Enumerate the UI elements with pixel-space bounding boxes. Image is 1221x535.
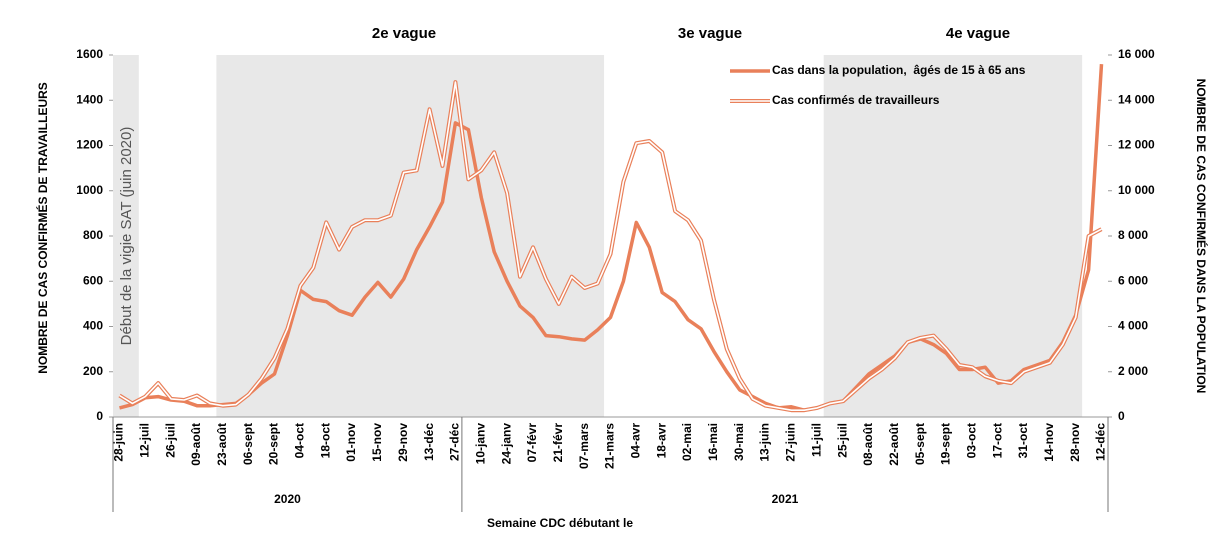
y-tick-label: 600 (83, 273, 103, 287)
y-tick-label: 200 (83, 364, 103, 378)
x-tick-label: 02-mai (680, 423, 694, 461)
x-tick-label: 14-nov (1042, 423, 1056, 462)
x-tick-label: 01-nov (344, 423, 358, 462)
y2-tick-label: 8 000 (1118, 228, 1148, 242)
x-tick-label: 04-avr (629, 423, 643, 459)
x-tick-label: 13-déc (422, 423, 436, 461)
annotation: Début de la vigie SAT (juin 2020) (118, 127, 135, 346)
annotation: 3e vague (678, 25, 742, 42)
y2-tick-label: 10 000 (1118, 183, 1155, 197)
x-tick-label: 31-oct (1016, 423, 1030, 458)
x-tick-label: 10-janv (473, 423, 487, 465)
x-tick-label: 25-juil (835, 423, 849, 458)
x-tick-label: 12-juil (137, 423, 151, 458)
y2-tick-label: 0 (1118, 409, 1125, 423)
x-tick-label: 09-août (189, 423, 203, 466)
y2-tick-label: 2 000 (1118, 364, 1148, 378)
x-axis-title: Semaine CDC débutant le (487, 516, 633, 530)
y2-tick-label: 4 000 (1118, 319, 1148, 333)
y-tick-label: 400 (83, 319, 103, 333)
y2-tick-label: 12 000 (1118, 138, 1155, 152)
x-tick-label: 15-nov (370, 423, 384, 462)
x-tick-label: 28-juin (112, 423, 126, 462)
legend-label: Cas confirmés de travailleurs (772, 93, 940, 107)
x-tick-label: 24-janv (499, 423, 513, 465)
x-tick-label: 12-déc (1094, 423, 1108, 461)
annotation: 4e vague (946, 25, 1010, 42)
y-axis-title: NOMBRE DE CAS CONFIRMÉS DE TRAVAILLEURS (35, 82, 50, 374)
x-tick-label: 06-sept (241, 423, 255, 465)
x-tick-label: 29-nov (396, 423, 410, 462)
x-tick-label: 23-août (215, 423, 229, 466)
y-tick-label: 1400 (76, 92, 103, 106)
y2-axis-title: NOMBRE DE CAS CONFIRMÉS DANS LA POPULATI… (1194, 79, 1209, 394)
x-tick-label: 03-oct (964, 423, 978, 458)
series-line-inner (119, 81, 1102, 411)
x-tick-label: 27-juin (784, 423, 798, 462)
legend-label: Cas dans la population, âgés de 15 à 65 … (772, 63, 1026, 77)
x-tick-label: 07-févr (525, 423, 539, 463)
x-tick-label: 26-juil (163, 423, 177, 458)
x-tick-label: 11-juil (809, 423, 823, 457)
x-tick-label: 17-oct (990, 423, 1004, 458)
x-tick-label: 18-avr (654, 423, 668, 459)
x-tick-label: 05-sept (913, 423, 927, 465)
x-tick-label: 28-nov (1068, 423, 1082, 462)
year-label: 2021 (772, 492, 799, 506)
x-tick-label: 21-févr (551, 423, 565, 463)
year-label: 2020 (274, 492, 301, 506)
x-tick-label: 18-oct (318, 423, 332, 458)
y2-tick-label: 14 000 (1118, 92, 1155, 106)
y-tick-label: 1000 (76, 183, 103, 197)
annotation: 2e vague (372, 25, 436, 42)
y-tick-label: 1200 (76, 138, 103, 152)
x-tick-label: 07-mars (577, 423, 591, 469)
y-tick-label: 800 (83, 228, 103, 242)
x-tick-label: 08-août (861, 423, 875, 466)
x-tick-label: 16-mai (706, 423, 720, 461)
series-line (119, 63, 1104, 412)
x-tick-label: 27-déc (448, 423, 462, 461)
x-tick-label: 20-sept (267, 423, 281, 465)
y2-tick-label: 16 000 (1118, 47, 1155, 61)
y-tick-label: 1600 (76, 47, 103, 61)
shaded-band (216, 55, 605, 417)
x-tick-label: 19-sept (939, 423, 953, 465)
bands (113, 55, 1083, 417)
x-tick-label: 22-août (887, 423, 901, 466)
x-tick-label: 21-mars (603, 423, 617, 469)
y-tick-label: 0 (96, 409, 103, 423)
x-tick-label: 04-oct (293, 423, 307, 458)
shaded-band (113, 55, 139, 417)
x-tick-label: 13-juin (758, 423, 772, 462)
x-tick-label: 30-mai (732, 423, 746, 461)
y2-tick-label: 6 000 (1118, 273, 1148, 287)
